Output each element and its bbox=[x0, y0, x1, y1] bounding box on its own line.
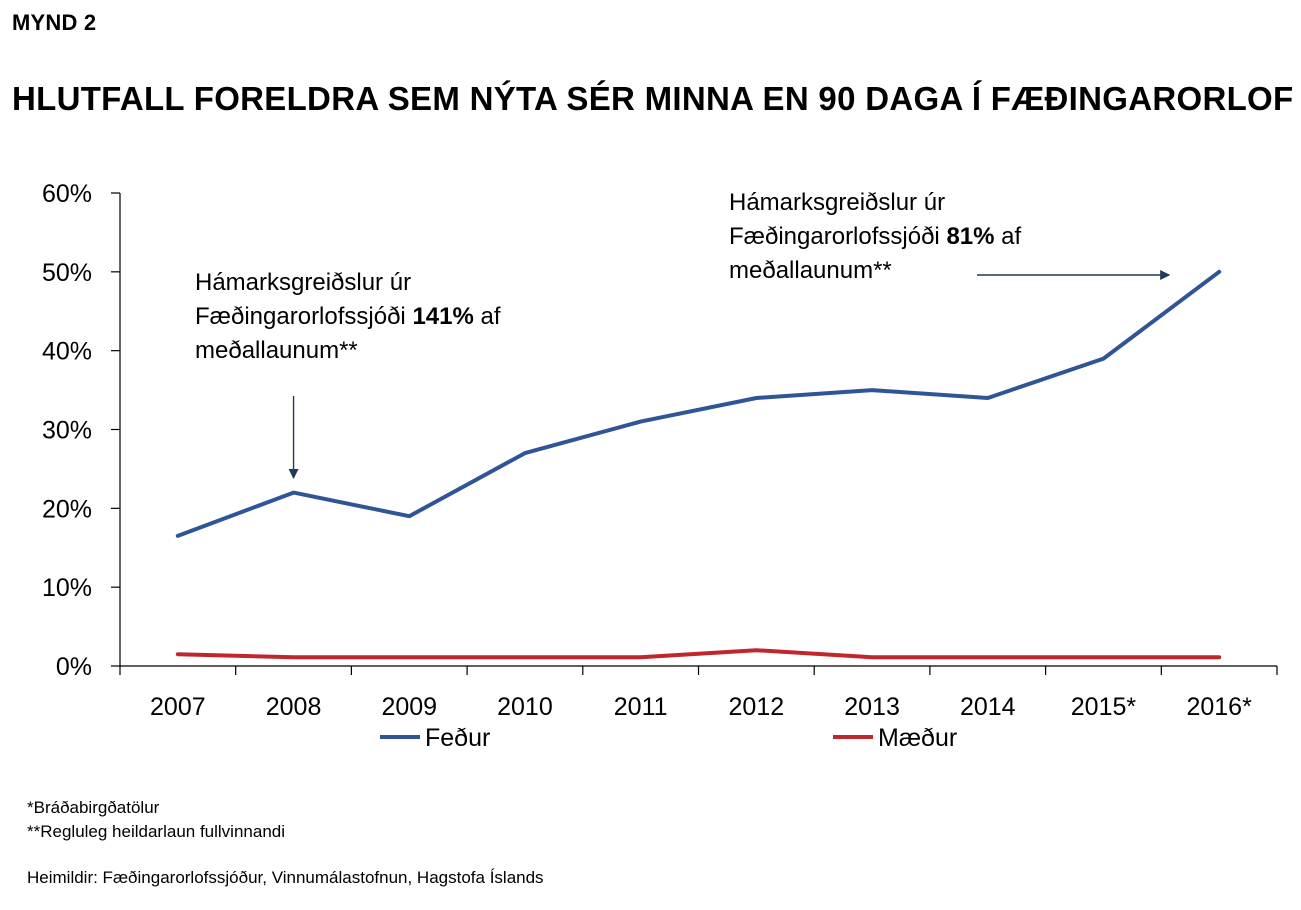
footnote-preliminary: *Bráðabirgðatölur bbox=[27, 798, 160, 817]
annotation-line: Hámarksgreiðslur úr bbox=[195, 269, 411, 296]
annotation-line: Fæðingarorlofssjóði 81% af bbox=[729, 223, 1022, 250]
axes: 0% 10% 20% 30% 40% 50% 60% 2007 2008 2009 2010 2011… bbox=[42, 180, 1278, 721]
annotation-line: meðallaunum** bbox=[195, 337, 358, 364]
y-tick-label: 60% bbox=[42, 180, 92, 208]
x-tick-label: 2015* bbox=[1071, 693, 1137, 721]
legend-label: Mæður bbox=[878, 724, 957, 752]
x-tick-label: 2007 bbox=[150, 693, 206, 721]
series-line-fathers bbox=[175, 269, 1222, 538]
x-tick-label: 2010 bbox=[497, 693, 553, 721]
annotation-2: Hámarksgreiðslur úr Fæðingarorlofssjóði 8… bbox=[729, 189, 1022, 284]
x-tick-label: 2016* bbox=[1186, 693, 1252, 721]
x-tick-label: 2012 bbox=[729, 693, 785, 721]
chart-title: HLUTFALL FORELDRA SEM NÝTA SÉR MINNA EN … bbox=[12, 80, 1294, 117]
figure-label: MYND 2 bbox=[12, 10, 97, 35]
x-tick-label: 2009 bbox=[381, 693, 437, 721]
annotation-layer: Hámarksgreiðslur úr Fæðingarorlofssjóði 1… bbox=[195, 189, 1171, 479]
annotation-line: Hámarksgreiðslur úr bbox=[729, 189, 945, 216]
y-tick-label: 30% bbox=[42, 417, 92, 445]
source-note: Heimildir: Fæðingarorlofssjóður, Vinnumá… bbox=[27, 868, 544, 887]
x-tick-label: 2008 bbox=[266, 693, 322, 721]
y-tick-label: 40% bbox=[42, 338, 92, 366]
x-tick-label: 2013 bbox=[844, 693, 900, 721]
series-layer bbox=[175, 269, 1222, 660]
y-tick-label: 10% bbox=[42, 574, 92, 602]
annotation-line: meðallaunum** bbox=[729, 257, 892, 284]
legend-item-fathers: Feður bbox=[380, 724, 490, 752]
annotation-1: Hámarksgreiðslur úr Fæðingarorlofssjóði 1… bbox=[195, 269, 501, 364]
legend: Feður Mæður bbox=[380, 724, 957, 752]
y-tick-label: 20% bbox=[42, 495, 92, 523]
x-tick-label: 2014 bbox=[960, 693, 1016, 721]
series-line-mothers bbox=[175, 648, 1222, 660]
footnote-wages: **Regluleg heildarlaun fullvinnandi bbox=[27, 822, 286, 841]
y-tick-label: 0% bbox=[56, 653, 92, 681]
legend-item-mothers: Mæður bbox=[833, 724, 957, 752]
annotation-line: Fæðingarorlofssjóði 141% af bbox=[195, 303, 501, 330]
legend-label: Feður bbox=[425, 724, 490, 752]
y-tick-label: 50% bbox=[42, 259, 92, 287]
x-tick-label: 2011 bbox=[614, 693, 668, 721]
